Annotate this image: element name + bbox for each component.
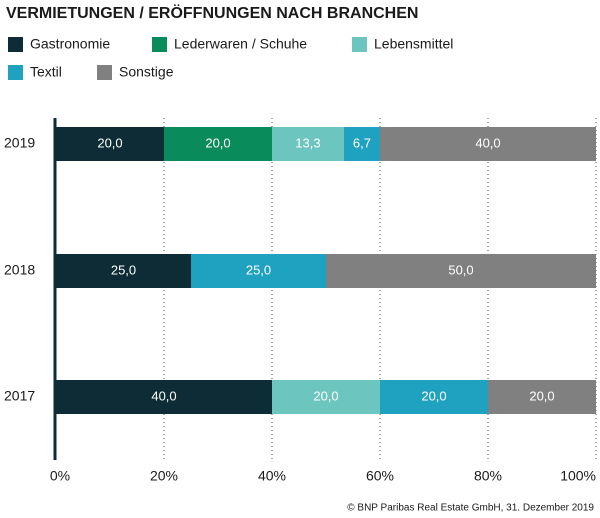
value-label: 6,7 [353,135,371,150]
value-label: 20,0 [529,388,554,403]
x-tick-label: 20% [150,468,178,484]
bar-segment [56,380,272,414]
value-label: 13,3 [295,135,320,150]
value-label: 40,0 [475,135,500,150]
value-label: 20,0 [205,135,230,150]
x-tick-label: 40% [258,468,286,484]
value-label: 20,0 [97,135,122,150]
x-tick-label: 100% [560,468,596,484]
bar-segment [272,127,344,161]
bar-segment [488,380,596,414]
bar-segment [164,127,272,161]
bar-segment [191,254,326,288]
bar-segment [56,254,191,288]
y-tick-label: 2019 [4,135,35,151]
value-label: 20,0 [313,388,338,403]
chart-title: VERMIETUNGEN / ERÖFFNUNGEN NACH BRANCHEN [6,3,418,22]
value-label: 50,0 [448,262,473,277]
legend-label: Lederwaren / Schuhe [174,36,307,52]
legend-label: Textil [30,64,62,80]
legend-swatch [352,37,367,52]
bar-segment [272,380,380,414]
x-tick-label: 0% [50,468,70,484]
x-tick-label: 60% [366,468,394,484]
legend-label: Sonstige [119,64,174,80]
value-label: 25,0 [246,262,271,277]
value-label: 20,0 [421,388,446,403]
legend-swatch [8,37,23,52]
value-label: 25,0 [111,262,136,277]
legend-swatch [8,65,23,80]
bar-segment [326,254,596,288]
bar-segment [343,127,380,161]
legend-label: Gastronomie [30,36,110,52]
value-label: 40,0 [151,388,176,403]
bar-segment [380,127,596,161]
bar-segment [56,127,164,161]
source: © BNP Paribas Real Estate GmbH, 31. Deze… [347,503,594,514]
y-tick-label: 2018 [4,262,35,278]
legend-swatch [97,65,112,80]
bar-segment [380,380,488,414]
x-tick-label: 80% [474,468,502,484]
legend-swatch [152,37,167,52]
legend-label: Lebensmittel [374,36,453,52]
y-tick-label: 2017 [4,388,35,404]
